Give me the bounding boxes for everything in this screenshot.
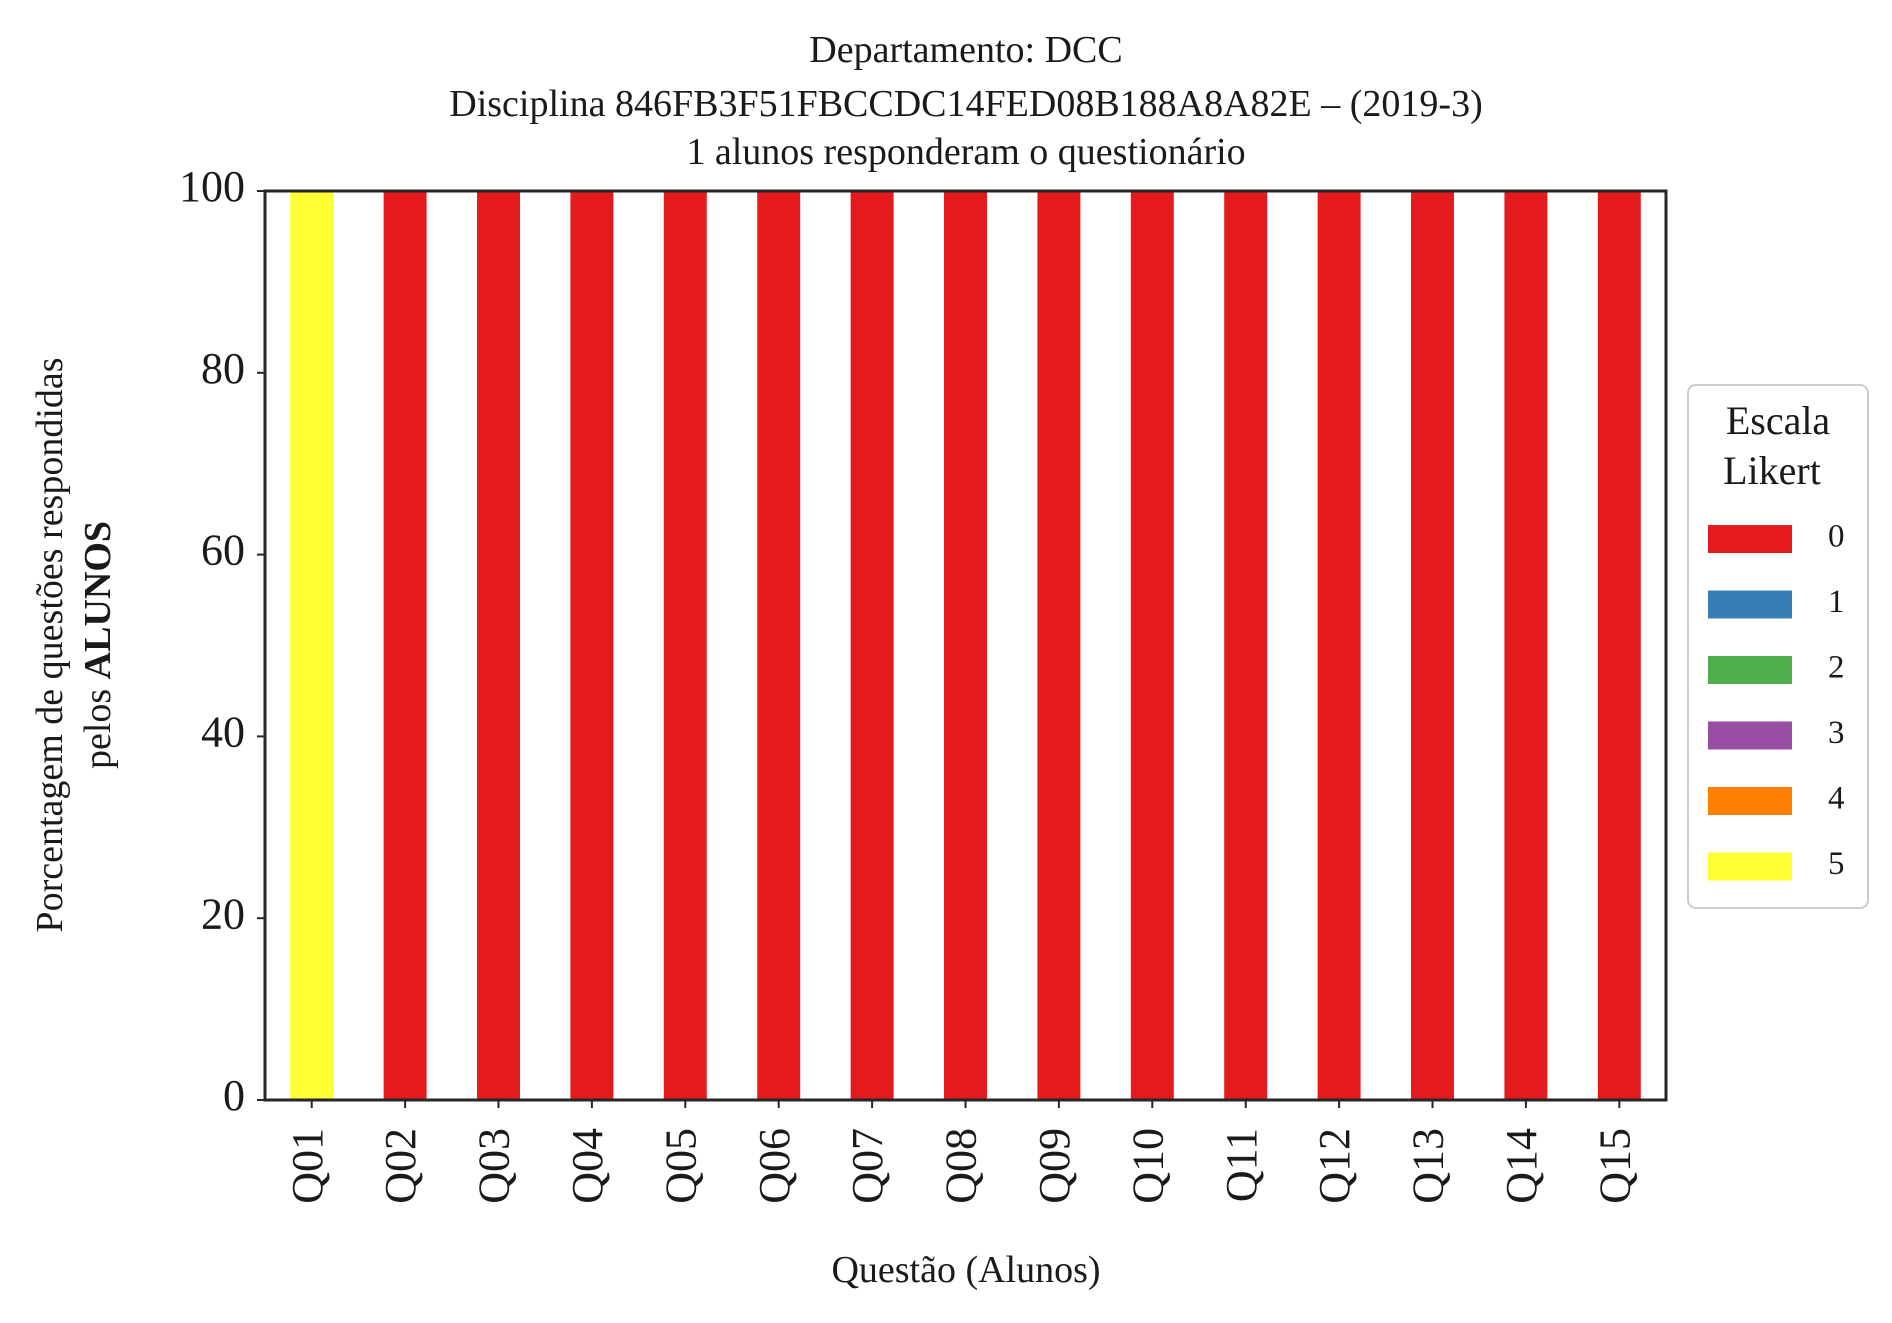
- y-tick-label-100: 100: [179, 162, 245, 211]
- bar-q05-scale-0: [663, 191, 707, 1100]
- x-tick-label-q11: Q11: [1217, 1128, 1266, 1202]
- legend-title-line2: Likert: [1723, 448, 1821, 493]
- bar-q12-scale-0: [1317, 191, 1361, 1100]
- legend-swatch-3: [1708, 721, 1792, 750]
- bar-q09-scale-0: [1037, 191, 1081, 1100]
- y-axis-label-line2: pelos ALUNOS: [77, 521, 119, 769]
- bar-q03-scale-0: [477, 191, 520, 1100]
- legend-label-2: 2: [1828, 650, 1845, 686]
- x-tick-label-q01: Q01: [283, 1128, 332, 1204]
- y-axis-label-line1: Porcentagem de questões respondidas: [29, 357, 71, 932]
- title-department: Departamento: DCC: [809, 29, 1122, 71]
- y-tick-label-40: 40: [201, 707, 245, 756]
- plot-area: [290, 191, 1641, 1100]
- legend-label-5: 5: [1828, 846, 1845, 882]
- y-tick-label-0: 0: [223, 1071, 245, 1120]
- bar-q13-scale-0: [1411, 191, 1454, 1100]
- bar-q11-scale-0: [1224, 191, 1268, 1100]
- plot-frame: [263, 189, 1668, 1102]
- legend-swatch-2: [1708, 656, 1792, 684]
- x-tick-label-q14: Q14: [1497, 1128, 1546, 1204]
- x-axis-label: Questão (Alunos): [831, 1249, 1100, 1291]
- x-tick-label-q07: Q07: [843, 1128, 892, 1204]
- x-tick-label-q12: Q12: [1310, 1128, 1359, 1204]
- x-tick-label-q06: Q06: [750, 1128, 799, 1204]
- bar-q07-scale-0: [850, 191, 894, 1100]
- legend-swatch-4: [1708, 787, 1792, 815]
- x-axis-ticks: Q01 Q02 Q03 Q04 Q05 Q06 Q07 Q08 Q09 Q10 Q11 Q12 Q13 Q…: [283, 1100, 1639, 1204]
- legend-label-0: 0: [1828, 519, 1845, 555]
- x-tick-label-q08: Q08: [937, 1128, 986, 1204]
- x-tick-label-q05: Q05: [656, 1128, 705, 1204]
- bar-q14-scale-0: [1504, 191, 1548, 1100]
- y-tick-label-60: 60: [201, 526, 245, 575]
- legend: Escala Likert 0 1 2 3 4 5: [1687, 384, 1869, 909]
- legend-label-3: 3: [1828, 715, 1845, 751]
- y-axis-ticks: 0 20 40 60 80 100: [179, 162, 265, 1120]
- title-discipline: Disciplina 846FB3F51FBCCDC14FED08B188A8A…: [449, 83, 1482, 125]
- bar-q15-scale-0: [1597, 191, 1641, 1100]
- chart-title: Departamento: DCC Disciplina 846FB3F51FB…: [449, 29, 1482, 173]
- x-tick-label-q02: Q02: [376, 1128, 425, 1204]
- legend-box: [1687, 384, 1869, 909]
- legend-swatch-1: [1708, 590, 1792, 619]
- legend-label-4: 4: [1828, 781, 1845, 817]
- legend-swatch-5: [1708, 852, 1792, 881]
- legend-label-1: 1: [1828, 584, 1845, 620]
- y-tick-label-80: 80: [201, 344, 245, 393]
- x-tick-label-q03: Q03: [470, 1128, 519, 1204]
- y-axis-label-prefix: pelos: [77, 679, 119, 769]
- x-tick-label-q13: Q13: [1404, 1128, 1453, 1204]
- bar-q06-scale-0: [757, 191, 801, 1100]
- bar-q02-scale-0: [383, 191, 427, 1100]
- bar-q04-scale-0: [570, 191, 614, 1100]
- title-respondents: 1 alunos responderam o questionário: [686, 131, 1245, 173]
- x-tick-label-q09: Q09: [1030, 1128, 1079, 1204]
- y-axis-label: Porcentagem de questões respondidas pelo…: [29, 357, 119, 932]
- bar-q08-scale-0: [944, 191, 987, 1100]
- y-axis-label-bold: ALUNOS: [77, 521, 119, 679]
- bar-q10-scale-0: [1130, 191, 1174, 1100]
- x-tick-label-q04: Q04: [563, 1128, 612, 1204]
- y-tick-label-20: 20: [201, 889, 245, 938]
- x-tick-label-q10: Q10: [1123, 1128, 1172, 1204]
- legend-items: 0 1 2 3 4 5: [1708, 519, 1845, 882]
- legend-title-line1: Escala: [1726, 398, 1831, 443]
- legend-swatch-0: [1708, 525, 1792, 553]
- bar-q01-scale-5: [290, 191, 334, 1100]
- x-tick-label-q15: Q15: [1590, 1128, 1639, 1204]
